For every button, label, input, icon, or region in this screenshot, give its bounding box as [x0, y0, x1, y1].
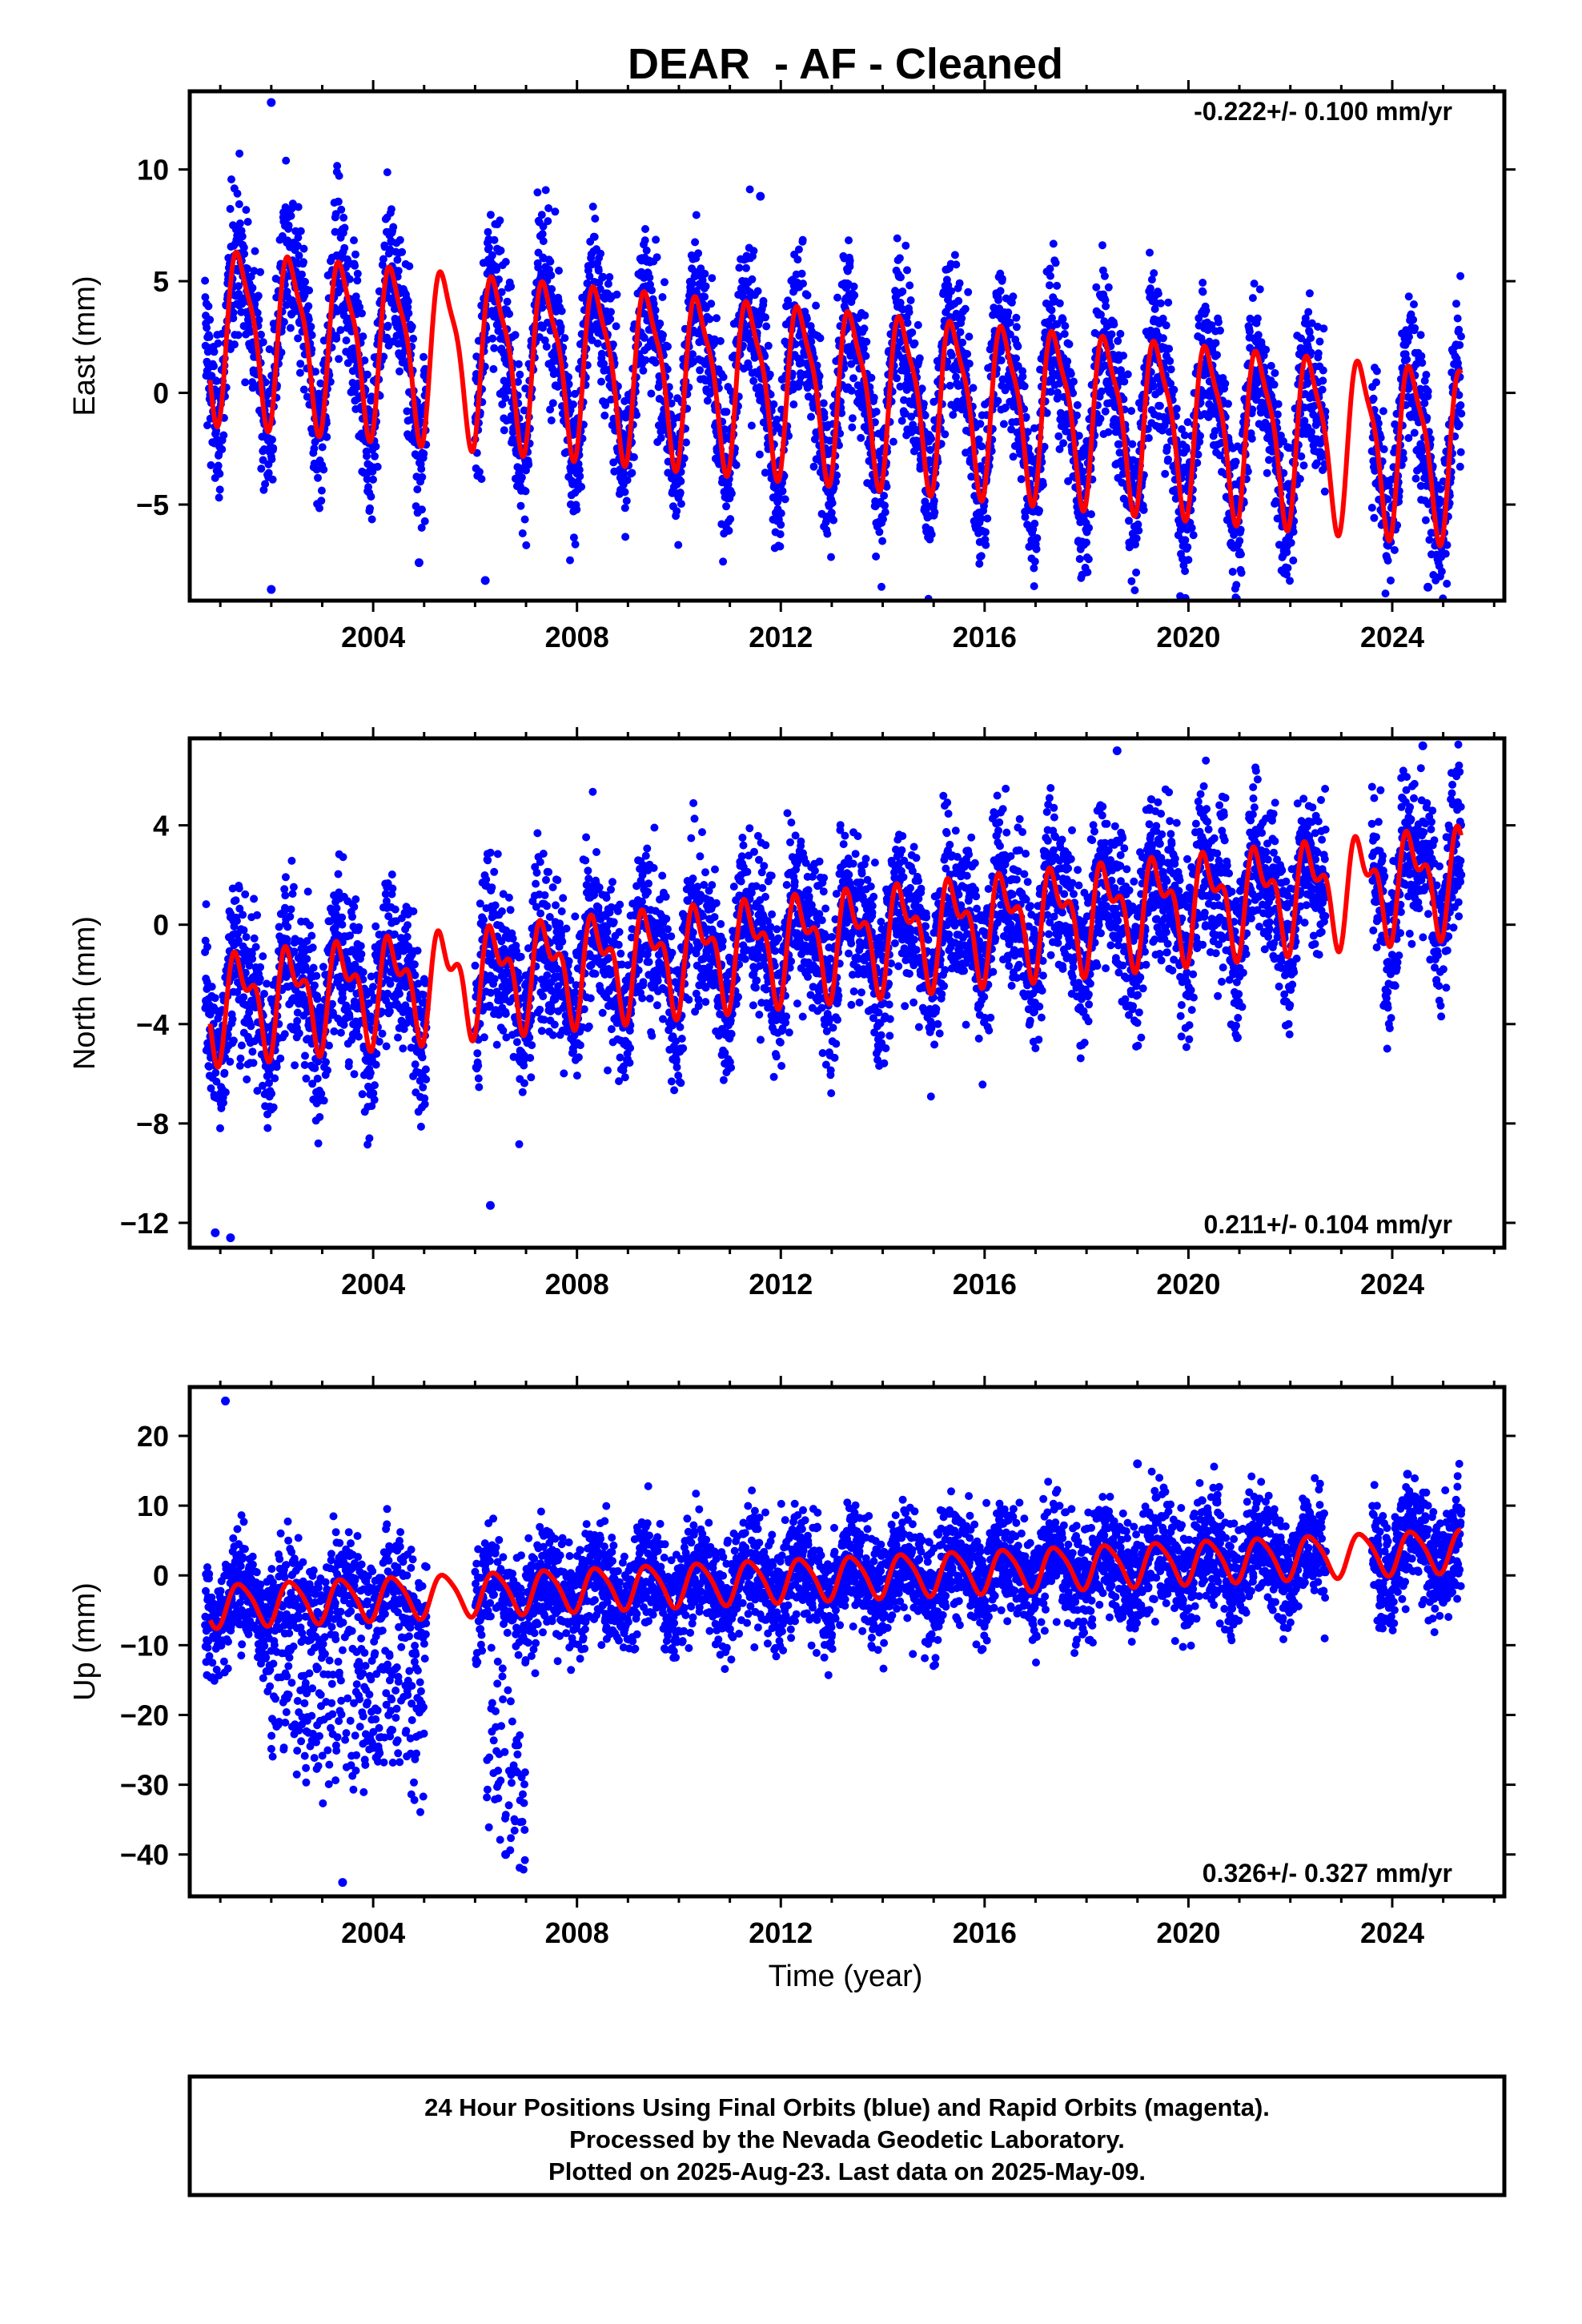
outlier-point [211, 1228, 219, 1237]
outlier-point [226, 1233, 235, 1242]
x-tick-label: 2004 [341, 1916, 405, 1949]
east-panel: 2004 2008 2012 2016 2020 2024 −5 0 5 10 East (mm) -… [68, 80, 1516, 653]
y-tick-label: 5 [153, 265, 169, 298]
outlier-point [756, 192, 765, 201]
y-tick-label: 10 [137, 1490, 169, 1522]
x-tick-label: 2024 [1360, 621, 1424, 653]
y-axis-label: East (mm) [68, 275, 102, 416]
outlier-point [338, 1878, 347, 1887]
y-tick-label: 20 [137, 1420, 169, 1453]
figure-title: DEAR - AF - Cleaned [628, 40, 1063, 88]
x-tick-label: 2016 [953, 1268, 1017, 1301]
x-tick-label: 2012 [749, 621, 813, 653]
y-axis-label: North (mm) [68, 916, 102, 1070]
x-tick-label: 2020 [1156, 621, 1220, 653]
outlier-point [415, 558, 424, 567]
outlier-point [1419, 742, 1427, 750]
x-tick-label: 2012 [749, 1268, 813, 1301]
footer-line-2: Processed by the Nevada Geodetic Laborat… [569, 2125, 1125, 2153]
x-tick-label: 2024 [1360, 1916, 1424, 1949]
outlier-point [501, 1850, 510, 1859]
x-axis-label: Time (year) [769, 1960, 923, 1993]
outlier-point [1113, 746, 1122, 755]
x-tick-label: 2016 [953, 621, 1017, 653]
y-tick-label: 10 [137, 154, 169, 187]
x-tick-label: 2008 [545, 1268, 609, 1301]
x-tick-label: 2004 [341, 621, 405, 653]
north-panel: 2004 2008 2012 2016 2020 2024 −12 −8 −4 0 4 North (… [68, 727, 1516, 1301]
x-tick-label: 2016 [953, 1916, 1017, 1949]
velocity-annotation: -0.222+/- 0.100 mm/yr [1194, 97, 1452, 126]
outlier-point [267, 98, 275, 107]
x-tick-label: 2020 [1156, 1916, 1220, 1949]
x-tick-label: 2020 [1156, 1268, 1220, 1301]
outlier-point [1423, 583, 1432, 592]
y-tick-label: −30 [120, 1769, 169, 1802]
outlier-point [1133, 1459, 1142, 1468]
y-tick-label: −8 [136, 1108, 169, 1140]
x-tick-label: 2012 [749, 1916, 813, 1949]
outlier-point [267, 585, 275, 594]
y-tick-label: −4 [136, 1008, 169, 1041]
x-tick-label: 2008 [545, 621, 609, 653]
y-tick-label: −12 [120, 1207, 169, 1240]
up-panel: 2004 2008 2012 2016 2020 2024 −40 −30 −20 −10 0 10 2… [68, 1376, 1516, 1949]
y-tick-label: 4 [153, 810, 169, 842]
footer-line-3: Plotted on 2025-Aug-23. Last data on 202… [548, 2157, 1146, 2185]
x-tick-label: 2024 [1360, 1268, 1424, 1301]
y-tick-label: 0 [153, 1559, 169, 1592]
outlier-point [1403, 1470, 1412, 1478]
outlier-point [221, 1397, 230, 1405]
outlier-point [481, 576, 490, 585]
footer-line-1: 24 Hour Positions Using Final Orbits (bl… [424, 2093, 1270, 2121]
x-tick-label: 2004 [341, 1268, 405, 1301]
y-tick-label: 0 [153, 909, 169, 942]
x-tick-label: 2008 [545, 1916, 609, 1949]
velocity-annotation: 0.211+/- 0.104 mm/yr [1204, 1210, 1452, 1239]
y-tick-label: −10 [120, 1629, 169, 1662]
y-tick-label: −40 [120, 1839, 169, 1872]
outlier-point [486, 1201, 495, 1210]
observations-series [201, 1397, 1465, 1887]
observations-series [201, 98, 1465, 615]
y-tick-label: −5 [136, 489, 169, 521]
y-axis-label: Up (mm) [68, 1582, 102, 1701]
velocity-annotation: 0.326+/- 0.327 mm/yr [1203, 1859, 1452, 1888]
y-tick-label: 0 [153, 377, 169, 410]
y-tick-label: −20 [120, 1699, 169, 1731]
plot-frame [190, 1387, 1504, 1896]
